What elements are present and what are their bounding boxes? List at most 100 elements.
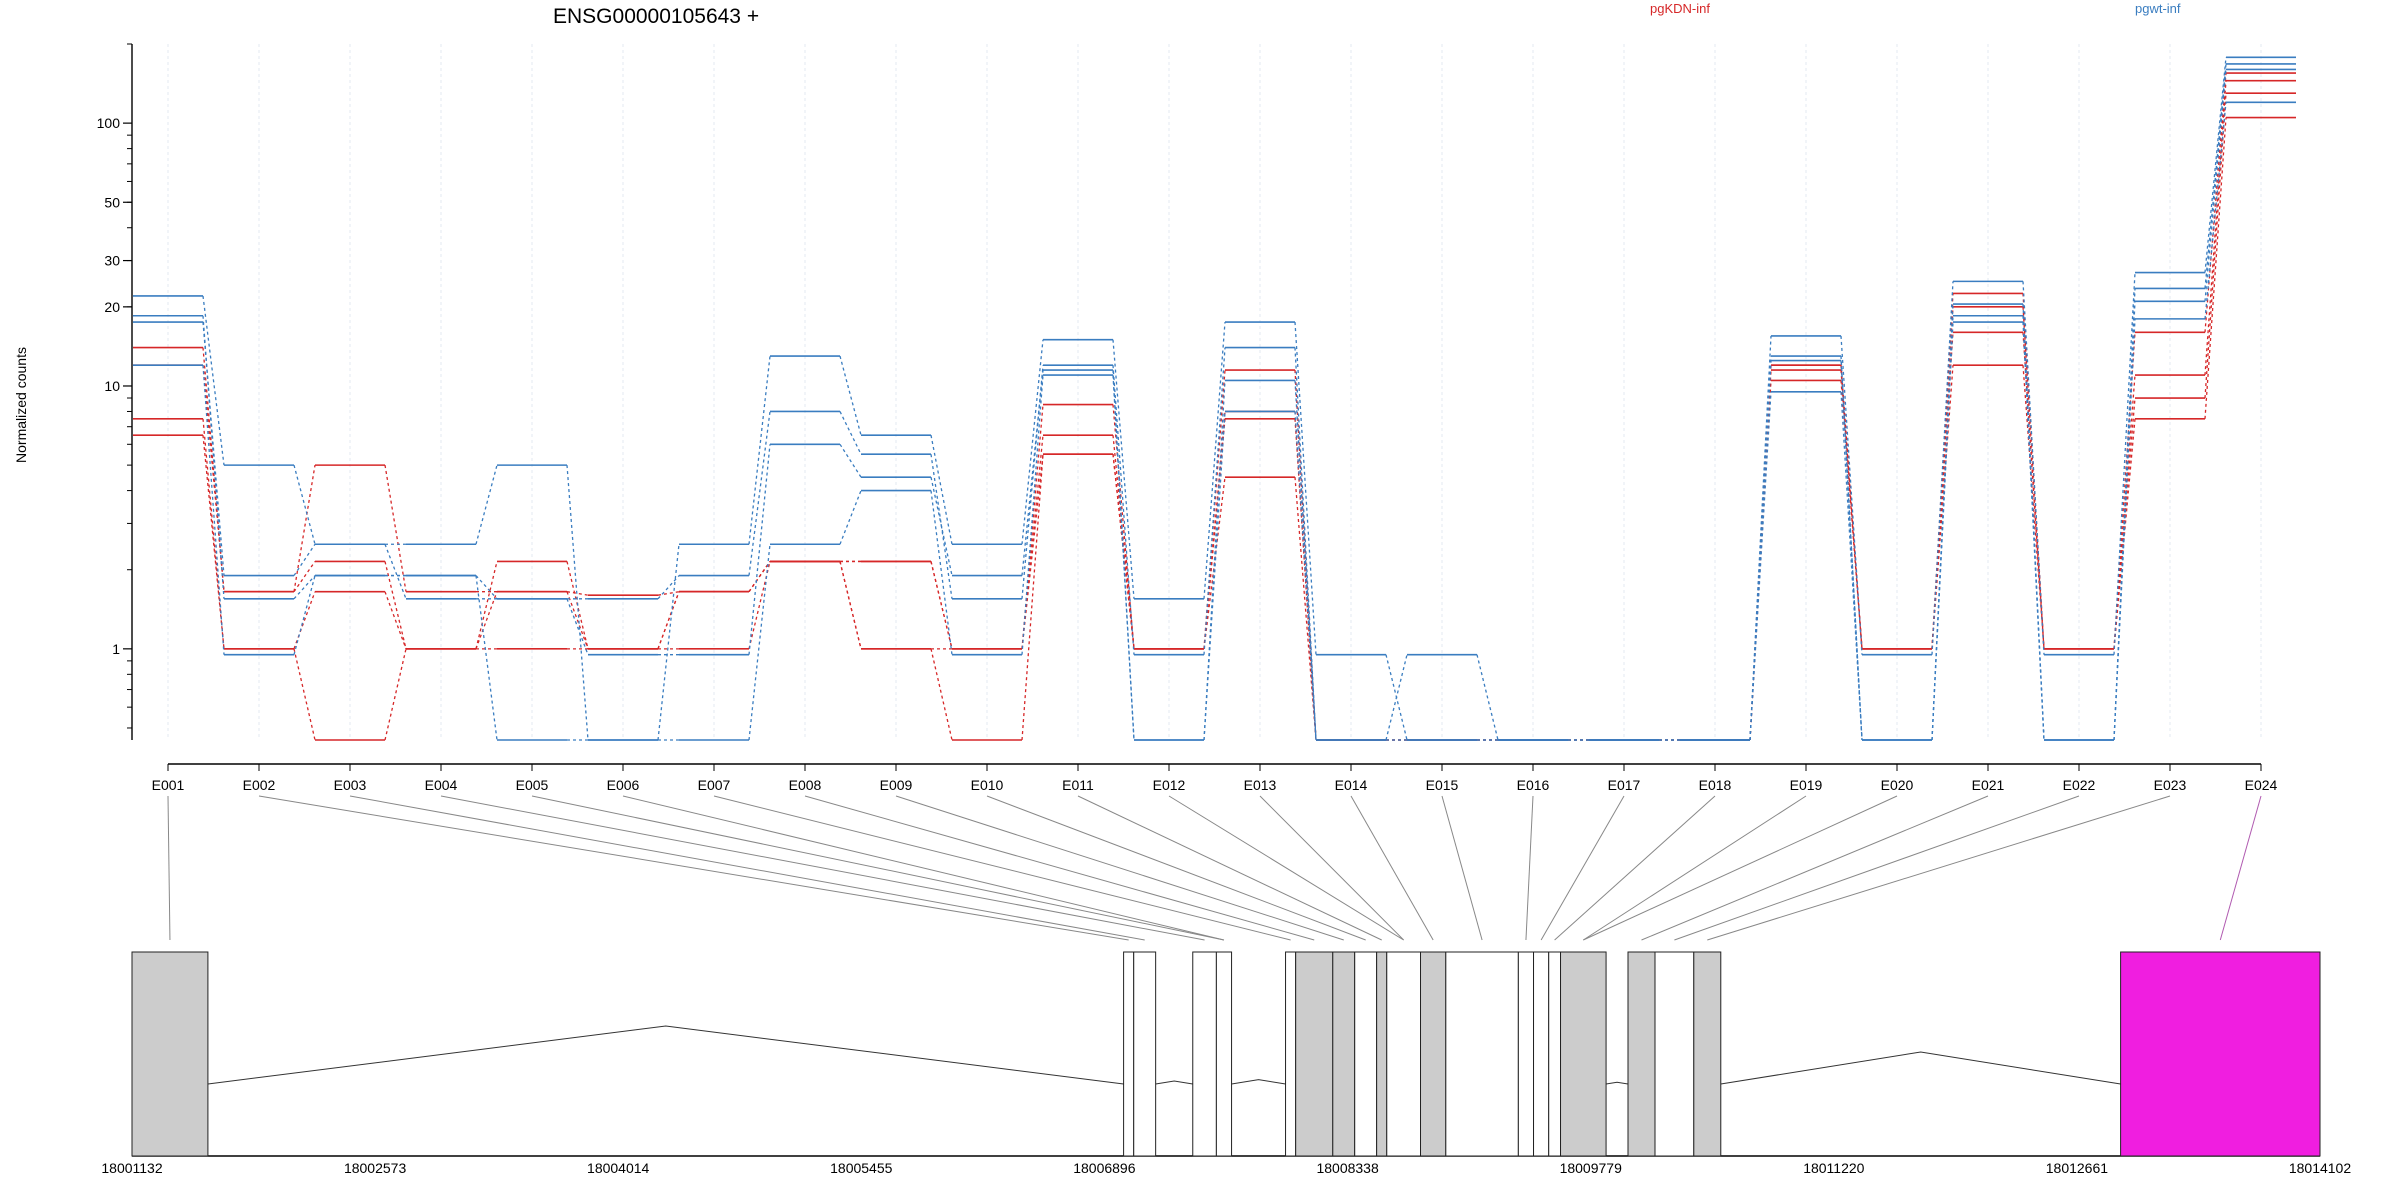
exon-box [1517,951,1535,1157]
x-tick-label: E002 [243,777,276,793]
y-tick-label: 50 [104,194,120,210]
exon-box [1285,951,1297,1157]
series-connector [2204,102,2227,319]
series-connector [1294,322,1317,655]
series-connector [2204,69,2227,302]
series-connector [202,322,225,576]
series-connector [839,443,862,478]
coordinate-tick-label: 18011220 [1803,1160,1864,1176]
series-connector [1021,404,1044,649]
intron-line [1155,1080,1193,1085]
exon-box [1445,951,1519,1157]
x-tick-label: E007 [698,777,731,793]
series-connector [1112,404,1135,649]
exon-connector [804,795,1315,941]
series-connector [839,411,862,455]
exon-box [1627,951,1656,1157]
series-connector [2113,272,2136,655]
series-connector [2113,375,2136,649]
series-connector [1203,347,1226,655]
exon-connector [1583,795,1807,941]
exon-connector [531,795,1225,941]
series-connector [1021,454,1044,741]
series-connector [1203,411,1226,741]
series-connector [1021,339,1044,545]
exon-box [1420,951,1447,1157]
series-connector [930,490,953,655]
series-connector [293,561,316,593]
x-tick-label: E010 [971,777,1004,793]
exon-box [1548,951,1562,1157]
exon-connector [622,795,1225,941]
series-connector [1840,391,1863,741]
x-tick-label: E014 [1335,777,1368,793]
coordinate-tick-label: 18001132 [101,1160,162,1176]
series-connector [1931,281,1954,655]
axes: 1 10 20 30 50 100 E001 E002 E003 E004 E005 E006 E007… [97,43,2278,793]
series-connector [293,575,316,655]
series-connector [839,490,862,545]
series-connector [657,544,680,741]
series-connector [1203,322,1226,599]
series-connector [1476,654,1499,741]
exon-connector [1525,795,1534,941]
y-tick-label: 20 [104,299,120,315]
chart-title: ENSG00000105643 + [553,5,759,28]
y-tick-label: 1 [112,641,120,657]
series-connector [1203,411,1226,649]
series-connector [293,543,316,576]
coordinate-tick-label: 18014102 [2289,1160,2352,1176]
series-connector [1931,306,1954,649]
series-connector [384,648,407,741]
series-connector [1749,360,1772,741]
y-tick-label: 100 [97,115,121,131]
intron-line [1720,1051,2121,1085]
x-tick-label: E019 [1790,777,1823,793]
series-connector [384,544,407,600]
x-tick-label: E012 [1153,777,1186,793]
exon-box [1376,951,1388,1157]
series-connector [657,575,680,600]
series-connector [1840,380,1863,649]
series-connector [202,365,225,655]
series-connector [748,544,771,741]
series-connector [566,465,589,741]
exon-box [1386,951,1422,1157]
x-tick-label: E020 [1881,777,1914,793]
exon-box [1533,951,1550,1157]
exon-connector [258,795,1129,941]
intron-line [207,1025,1124,1085]
coordinate-tick-label: 18009779 [1560,1160,1623,1176]
exon-connector [895,795,1344,941]
legend-item-kdn: pgKDN-inf [1650,1,1710,16]
exon-box [1693,951,1722,1157]
series-connector [2204,57,2227,273]
exon-box [1215,951,1233,1157]
series-connector [2204,80,2227,376]
series-connector [930,648,953,741]
exon-connector [440,795,1205,941]
series-connector [1931,322,1954,741]
series-connector [839,355,862,436]
exon-connector [1707,795,2171,941]
series-connector [930,561,953,649]
exon-connector [1168,795,1404,941]
x-tick-label: E021 [1972,777,2005,793]
series-connector [839,561,862,649]
exon-connector [1674,795,2080,941]
coordinate-tick-label: 18006896 [1073,1160,1136,1176]
series-connector [202,295,225,466]
x-tick-label: E013 [1244,777,1277,793]
coordinate-tick-label: 18002573 [344,1160,407,1176]
x-tick-label: E016 [1517,777,1550,793]
x-tick-label: E001 [152,777,185,793]
x-tick-label: E023 [2154,777,2187,793]
exon-connector [1077,795,1382,941]
series-connector [1021,375,1044,655]
exon-box [1133,951,1157,1157]
legend-item-wt: pgwt-inf [2135,1,2181,16]
x-tick-label: E011 [1062,777,1094,793]
series-connector [1112,339,1135,599]
series-connector [2022,281,2045,655]
